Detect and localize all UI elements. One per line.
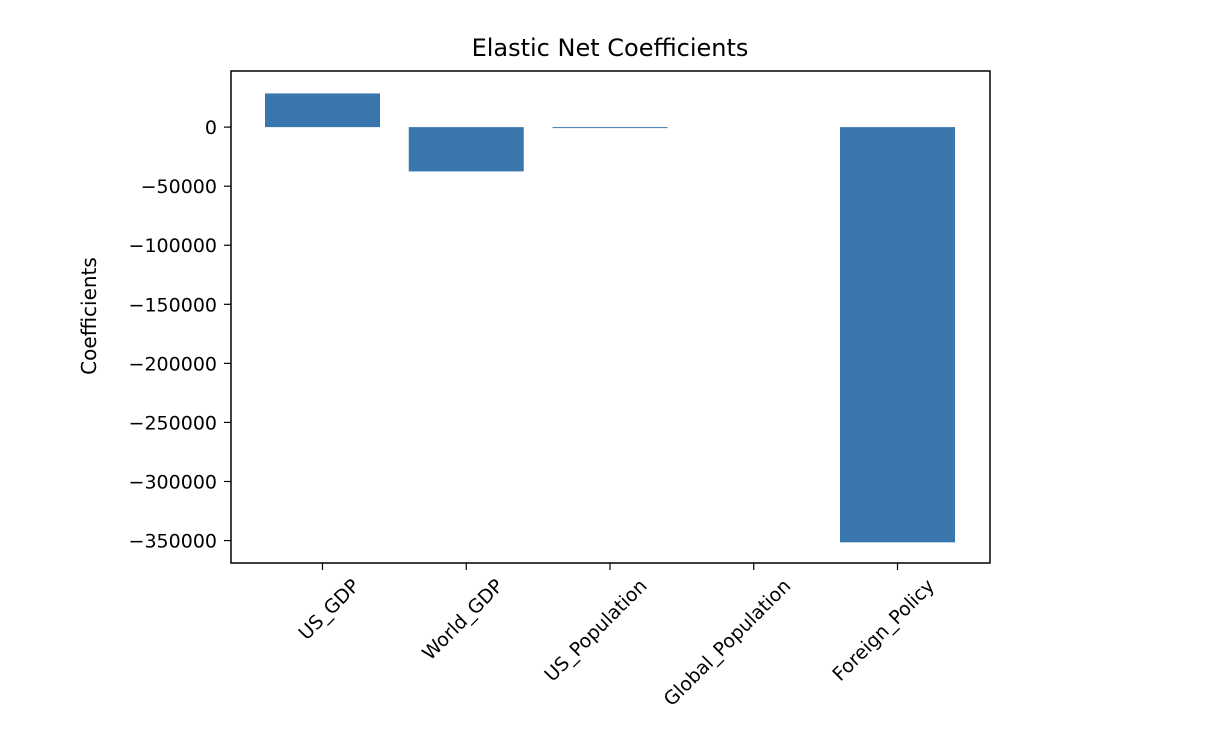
y-tick-label: −300000: [129, 471, 217, 493]
y-axis-label: Coefficients: [77, 257, 101, 375]
x-tick-label: Foreign_Policy: [828, 575, 939, 686]
y-tick-label: −200000: [129, 353, 217, 375]
x-axis: US_GDP World_GDP US_Population Global_Popul…: [295, 563, 939, 711]
x-tick-label: US_Population: [540, 575, 651, 686]
chart-title: Elastic Net Coefficients: [472, 34, 749, 62]
x-tick-label: US_GDP: [295, 575, 364, 644]
y-tick-label: −50000: [141, 176, 217, 198]
bar-us-population: [552, 127, 668, 129]
y-tick-label: −350000: [129, 531, 217, 553]
y-tick-label: 0: [205, 117, 217, 139]
y-tick-label: −100000: [129, 235, 217, 257]
y-axis: 0 −50000 −100000 −150000 −200000 −250000 −3000…: [129, 117, 231, 553]
y-tick-label: −250000: [129, 412, 217, 434]
bar-world-gdp: [408, 127, 524, 172]
bar-foreign-policy: [840, 127, 955, 543]
bar-us-gdp: [265, 93, 380, 128]
x-tick-label: World_GDP: [418, 575, 508, 665]
x-tick-label: Global_Population: [660, 575, 796, 711]
bars-group: [265, 93, 955, 543]
plot-frame: [230, 70, 991, 564]
y-tick-label: −150000: [129, 294, 217, 316]
